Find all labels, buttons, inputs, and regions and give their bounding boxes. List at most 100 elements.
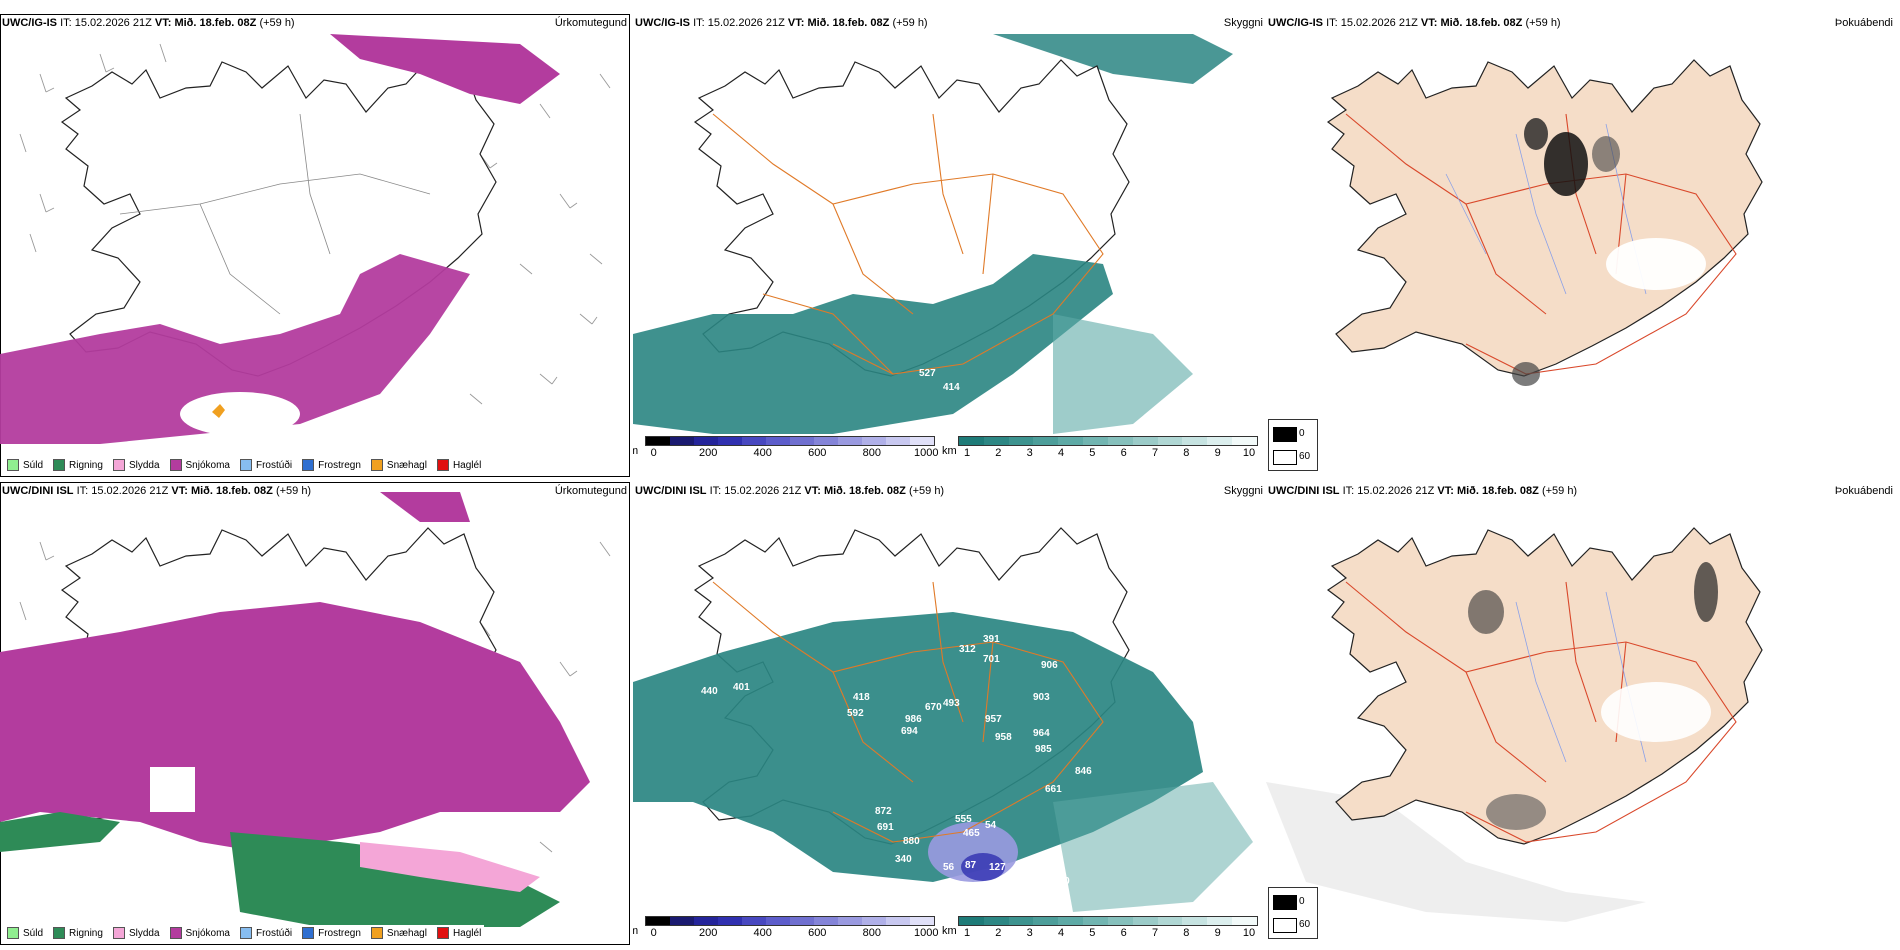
- ceiling-label: 880: [903, 836, 920, 847]
- colorbar-segment: [1132, 437, 1158, 445]
- colorbar-segment: [1107, 437, 1133, 445]
- colorbar-segment: [862, 917, 886, 925]
- variable-title: Þokuábendi: [1834, 17, 1893, 29]
- ceiling-label: 87: [965, 860, 977, 871]
- panel-header: UWC/DINI ISL IT: 15.02.2026 21Z VT: Mið.…: [635, 485, 945, 497]
- colorbar-tick: 2: [995, 927, 1002, 939]
- ceiling-colorbar: 0 200 400 600 800 1000 m: [633, 916, 939, 940]
- colorbar-tick: 2: [995, 447, 1002, 459]
- colorbar-segment: [886, 437, 910, 445]
- colorbar-tick: 5: [1089, 447, 1096, 459]
- snow-area: [0, 602, 590, 852]
- clear-patch: [180, 392, 300, 436]
- colorbar-segment: [1033, 917, 1059, 925]
- colorbar-segment: [983, 917, 1009, 925]
- panel-header: UWC/IG-IS IT: 15.02.2026 21Z VT: Mið. 18…: [1268, 17, 1561, 29]
- variable-title: Skyggni: [1223, 485, 1263, 497]
- variable-title: Þokuábendi: [1834, 485, 1893, 497]
- colorbar-segment: [1232, 437, 1257, 445]
- ceiling-label: 694: [901, 726, 918, 737]
- colorbar-segment: [646, 437, 670, 445]
- colorbar-tick: 5: [1089, 927, 1096, 939]
- rain-area: [230, 832, 560, 927]
- ceiling-label: 493: [943, 698, 960, 709]
- ceiling-label: 527: [919, 368, 936, 379]
- ceiling-label: 440: [701, 686, 718, 697]
- colorbar-tick: 1000: [914, 447, 939, 459]
- ceiling-label: 846: [1075, 766, 1092, 777]
- colorbar-segment: [742, 437, 766, 445]
- colorbar-segment: [959, 917, 984, 925]
- ceiling-label: 127: [989, 862, 1006, 873]
- ceiling-label: 986: [905, 714, 922, 725]
- fog-legend: 0 60: [1268, 419, 1318, 471]
- precip-map-igis: [0, 34, 611, 444]
- panel-visibility-igis: 527 414 UWC/IG-IS IT: 15.02.2026 21Z VT:…: [633, 14, 1263, 477]
- colorbar-segment: [838, 437, 862, 445]
- ceiling-label: 391: [983, 634, 1000, 645]
- colorbar-tick: 200: [699, 447, 718, 459]
- colorbar-tick: 6: [1120, 447, 1127, 459]
- precip-legend: Súld Rigning Slydda Snjókoma Frostúði Fr…: [4, 457, 485, 473]
- colorbar-segment: [1008, 437, 1034, 445]
- colorbar-segment: [1058, 437, 1084, 445]
- visibility-map-igis: 527 414: [633, 34, 1233, 434]
- snow-area-south: [0, 254, 470, 444]
- ceiling-label: 340: [895, 854, 912, 865]
- colorbar-tick: 1: [963, 447, 971, 459]
- visibility-colorbar: 1 2 3 4 5 6 7 8 9 10 km: [942, 916, 1258, 940]
- panel-visibility-dini: 440 401 312 391 701 906 418 592 670 493 903 986 694 9…: [633, 482, 1263, 945]
- colorbar-segment: [790, 917, 814, 925]
- precip-legend: Súld Rigning Slydda Snjókoma Frostúði Fr…: [4, 925, 485, 941]
- colorbar-segment: [670, 437, 694, 445]
- colorbar-segment: [1182, 437, 1208, 445]
- panel-frame: [0, 14, 630, 477]
- panel-precip-type-dini: UWC/DINI ISL IT: 15.02.2026 21Z VT: Mið.…: [0, 482, 630, 945]
- colorbar-tick: 10: [1242, 927, 1256, 939]
- fog-core: [1468, 590, 1504, 634]
- colorbar-tick: 1: [963, 927, 971, 939]
- colorbar-segment: [1107, 917, 1133, 925]
- colorbar-tick: 7: [1151, 927, 1159, 939]
- colorbar-segment: [886, 917, 910, 925]
- colorbar-tick: 8: [1183, 927, 1190, 939]
- colorbar-tick: 3: [1026, 447, 1033, 459]
- colorbar-tick: 400: [753, 447, 772, 459]
- colorbar-segment: [959, 437, 984, 445]
- colorbar-segment: [910, 917, 934, 925]
- ceiling-label: 670: [925, 702, 942, 713]
- colorbar-segment: [1083, 437, 1108, 445]
- panel-header: UWC/IG-IS IT: 15.02.2026 21Z VT: Mið. 18…: [2, 17, 295, 29]
- ceiling-label: 957: [985, 714, 1002, 725]
- colorbar-segment: [1083, 917, 1108, 925]
- ceiling-label: 414: [943, 382, 960, 393]
- roads: [712, 581, 1104, 843]
- colorbar-tick: 0: [650, 927, 657, 939]
- colorbar-segment: [1008, 917, 1034, 925]
- colorbar-tick: 400: [753, 927, 772, 939]
- panel-header: UWC/DINI ISL IT: 15.02.2026 21Z VT: Mið.…: [1268, 485, 1578, 497]
- ice-pellet-patch: [212, 404, 225, 418]
- colorbar-segment: [1058, 917, 1084, 925]
- ceiling-label: 661: [1045, 784, 1062, 795]
- colorbar-segment: [694, 917, 718, 925]
- colorbar-segment: [670, 917, 694, 925]
- colorbar-tick: 800: [862, 447, 881, 459]
- colorbar-tick: 3: [1026, 927, 1033, 939]
- colorbar-tick: 200: [699, 927, 718, 939]
- colorbar-tick: 6: [1120, 927, 1127, 939]
- ceiling-label: 985: [1035, 744, 1052, 755]
- panel-precip-type-igis: UWC/IG-IS IT: 15.02.2026 21Z VT: Mið. 18…: [0, 14, 630, 477]
- colorbar-tick: 600: [808, 447, 827, 459]
- ceiling-label: 401: [733, 682, 750, 693]
- colorbar-segment: [1157, 917, 1183, 925]
- ceiling-label: 555: [955, 814, 972, 825]
- colorbar-segment: [790, 437, 814, 445]
- colorbar-tick: 10: [1242, 447, 1256, 459]
- variable-title: Úrkomutegund: [554, 485, 627, 497]
- ceiling-label: 906: [1041, 660, 1058, 671]
- ceiling-label: 691: [877, 822, 894, 833]
- ceiling-label: 872: [875, 806, 892, 817]
- colorbar-segment: [862, 437, 886, 445]
- ceiling-label: 465: [963, 828, 980, 839]
